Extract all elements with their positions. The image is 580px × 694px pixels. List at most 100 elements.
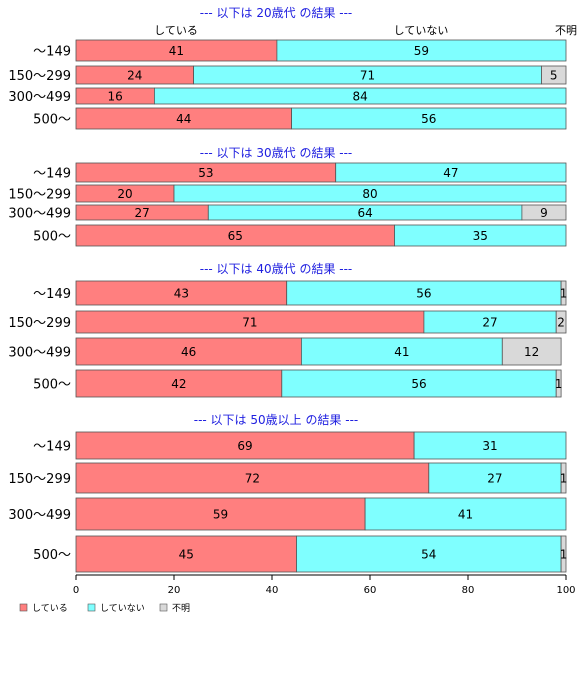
data-label: 12 <box>524 345 539 359</box>
data-label: 72 <box>245 472 260 486</box>
bar-segment-no <box>153 87 567 105</box>
data-label: 53 <box>198 166 213 180</box>
bar-segment-unknown <box>501 337 562 366</box>
data-label: 69 <box>237 439 252 453</box>
data-label: 27 <box>135 206 150 220</box>
data-label: 71 <box>360 69 375 83</box>
legend-swatch <box>19 603 28 612</box>
x-tick-label: 40 <box>266 585 279 596</box>
data-label: 27 <box>487 472 502 486</box>
bar-segment-unknown <box>560 535 567 573</box>
data-label: 80 <box>362 187 377 201</box>
data-label: 20 <box>117 187 132 201</box>
bar-segment-no <box>364 497 567 531</box>
section-title: --- 以下は 40歳代 の結果 --- <box>200 262 353 276</box>
x-tick-label: 0 <box>73 585 79 596</box>
legend-label: 不明 <box>172 603 190 614</box>
x-tick-label: 20 <box>168 585 181 596</box>
section-title: --- 以下は 50歳以上 の結果 --- <box>194 413 359 427</box>
data-label: 45 <box>179 548 194 562</box>
bar-segment-unknown <box>560 280 567 306</box>
data-label: 1 <box>560 472 568 486</box>
bar-segment-no <box>281 369 557 398</box>
row-label: ～149 <box>33 167 71 182</box>
row-label: 500～ <box>33 378 71 393</box>
bar-segment-unknown <box>560 462 567 494</box>
x-tick-label: 100 <box>556 585 575 596</box>
row-label: ～149 <box>33 45 71 60</box>
section-title: --- 以下は 20歳代 の結果 --- <box>200 6 353 20</box>
data-label: 71 <box>242 316 257 330</box>
top-label-no: していない <box>394 24 449 37</box>
data-label: 41 <box>458 508 473 522</box>
data-label: 56 <box>421 112 436 126</box>
row-label: 300～499 <box>8 90 71 105</box>
data-label: 43 <box>174 287 189 301</box>
row-label: 150～299 <box>8 316 71 331</box>
bar-segment-yes <box>75 497 366 531</box>
data-label: 41 <box>394 345 409 359</box>
row-label: 300～499 <box>8 207 71 222</box>
data-label: 1 <box>560 548 568 562</box>
data-label: 9 <box>540 206 548 220</box>
data-label: 46 <box>181 345 196 359</box>
row-label: 150～299 <box>8 188 71 203</box>
data-label: 44 <box>176 112 191 126</box>
data-label: 35 <box>473 229 488 243</box>
bar-segment-yes <box>75 462 430 494</box>
row-label: 300～499 <box>8 508 71 523</box>
bar-segment-no <box>335 162 567 183</box>
top-label-yes: している <box>154 24 198 37</box>
data-label: 65 <box>228 229 243 243</box>
data-label: 16 <box>108 90 123 104</box>
data-label: 59 <box>213 508 228 522</box>
legend-swatch <box>159 603 168 612</box>
bar-segment-unknown <box>521 204 567 221</box>
data-label: 42 <box>171 377 186 391</box>
row-label: 500～ <box>33 548 71 563</box>
bar-segment-no <box>276 39 567 62</box>
row-label: ～149 <box>33 440 71 455</box>
bar-segment-no <box>394 224 567 247</box>
top-label-unknown: 不明 <box>555 24 577 37</box>
x-tick-label: 60 <box>364 585 377 596</box>
row-label: 500～ <box>33 230 71 245</box>
x-tick-label: 80 <box>462 585 475 596</box>
data-label: 1 <box>560 287 568 301</box>
row-label: 500～ <box>33 113 71 128</box>
data-label: 59 <box>414 44 429 58</box>
row-label: 150～299 <box>8 472 71 487</box>
data-label: 54 <box>421 548 436 562</box>
bar-segment-yes <box>75 337 302 366</box>
bar-segment-unknown <box>555 369 562 398</box>
data-label: 31 <box>482 439 497 453</box>
data-label: 56 <box>416 287 431 301</box>
bar-segment-yes <box>75 535 297 573</box>
bar-segment-no <box>173 184 567 203</box>
bar-segment-no <box>300 337 503 366</box>
bar-segment-no <box>296 535 562 573</box>
bar-segment-no <box>286 280 562 306</box>
bar-segment-no <box>413 431 567 460</box>
data-label: 47 <box>443 166 458 180</box>
bar-segment-unknown <box>555 310 567 334</box>
legend-swatch <box>87 603 96 612</box>
data-label: 24 <box>127 69 142 83</box>
bar-segment-unknown <box>541 65 567 85</box>
row-label: 300～499 <box>8 346 71 361</box>
row-label: 150～299 <box>8 69 71 84</box>
bar-segment-yes <box>75 431 415 460</box>
legend-label: している <box>32 603 68 614</box>
data-label: 2 <box>557 316 565 330</box>
row-label: ～149 <box>33 287 71 302</box>
data-label: 41 <box>169 44 184 58</box>
legend-label: していない <box>100 603 145 614</box>
data-label: 5 <box>550 69 558 83</box>
section-title: --- 以下は 30歳代 の結果 --- <box>200 146 353 160</box>
data-label: 84 <box>353 90 368 104</box>
data-label: 1 <box>555 377 563 391</box>
data-label: 56 <box>411 377 426 391</box>
data-label: 64 <box>357 206 372 220</box>
bar-segment-yes <box>75 369 283 398</box>
data-label: 27 <box>482 316 497 330</box>
